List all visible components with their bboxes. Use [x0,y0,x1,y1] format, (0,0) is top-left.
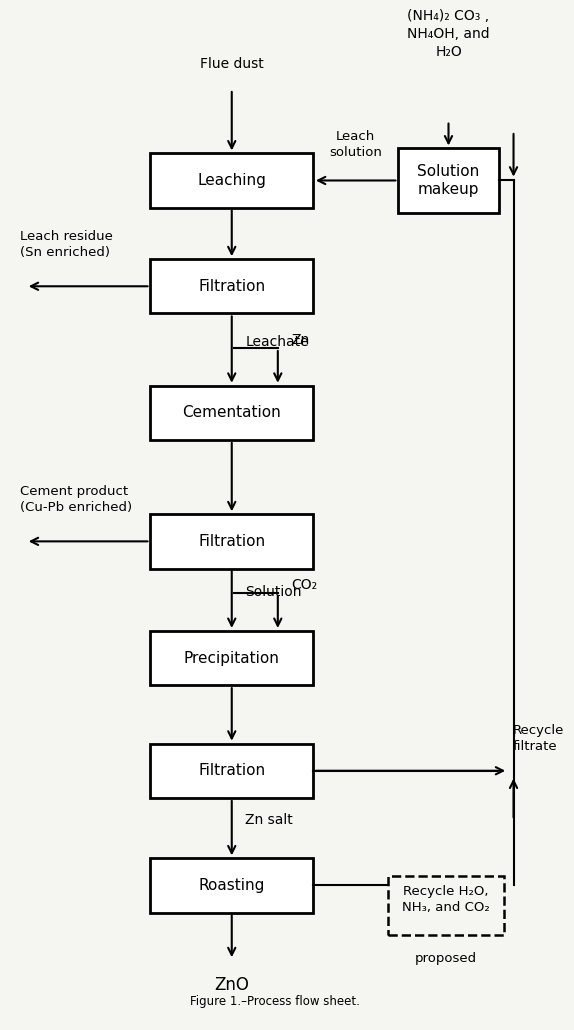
FancyBboxPatch shape [150,858,313,913]
FancyBboxPatch shape [150,744,313,798]
Text: Leaching: Leaching [197,173,266,188]
Text: Leach
solution: Leach solution [329,130,382,159]
FancyBboxPatch shape [150,385,313,440]
FancyBboxPatch shape [387,876,504,935]
Text: CO₂: CO₂ [292,579,317,592]
Text: Leachate: Leachate [245,335,309,348]
Text: Solution
makeup: Solution makeup [417,165,480,197]
Text: proposed: proposed [415,952,477,965]
Text: Recycle H₂O,
NH₃, and CO₂: Recycle H₂O, NH₃, and CO₂ [402,885,490,914]
Text: Cementation: Cementation [183,406,281,420]
FancyBboxPatch shape [150,153,313,208]
FancyBboxPatch shape [150,630,313,685]
Text: Filtration: Filtration [198,279,265,294]
FancyBboxPatch shape [150,514,313,569]
Text: Zn: Zn [292,333,309,347]
FancyBboxPatch shape [150,260,313,313]
FancyBboxPatch shape [398,148,499,212]
Text: Cement product
(Cu-Pb enriched): Cement product (Cu-Pb enriched) [21,485,133,514]
Text: Solution: Solution [245,585,302,598]
Text: ZnO: ZnO [214,975,249,994]
Text: Zn salt: Zn salt [245,813,293,827]
Text: Roasting: Roasting [199,878,265,893]
Text: Precipitation: Precipitation [184,651,280,665]
Text: Figure 1.–Process flow sheet.: Figure 1.–Process flow sheet. [190,995,360,1008]
Text: Recycle
filtrate: Recycle filtrate [513,724,564,753]
Text: Filtration: Filtration [198,763,265,779]
Text: Leach residue
(Sn enriched): Leach residue (Sn enriched) [21,230,113,259]
Text: Filtration: Filtration [198,534,265,549]
Text: Flue dust: Flue dust [200,58,263,71]
Text: (NH₄)₂ CO₃ ,
NH₄OH, and
H₂O: (NH₄)₂ CO₃ , NH₄OH, and H₂O [407,8,490,60]
